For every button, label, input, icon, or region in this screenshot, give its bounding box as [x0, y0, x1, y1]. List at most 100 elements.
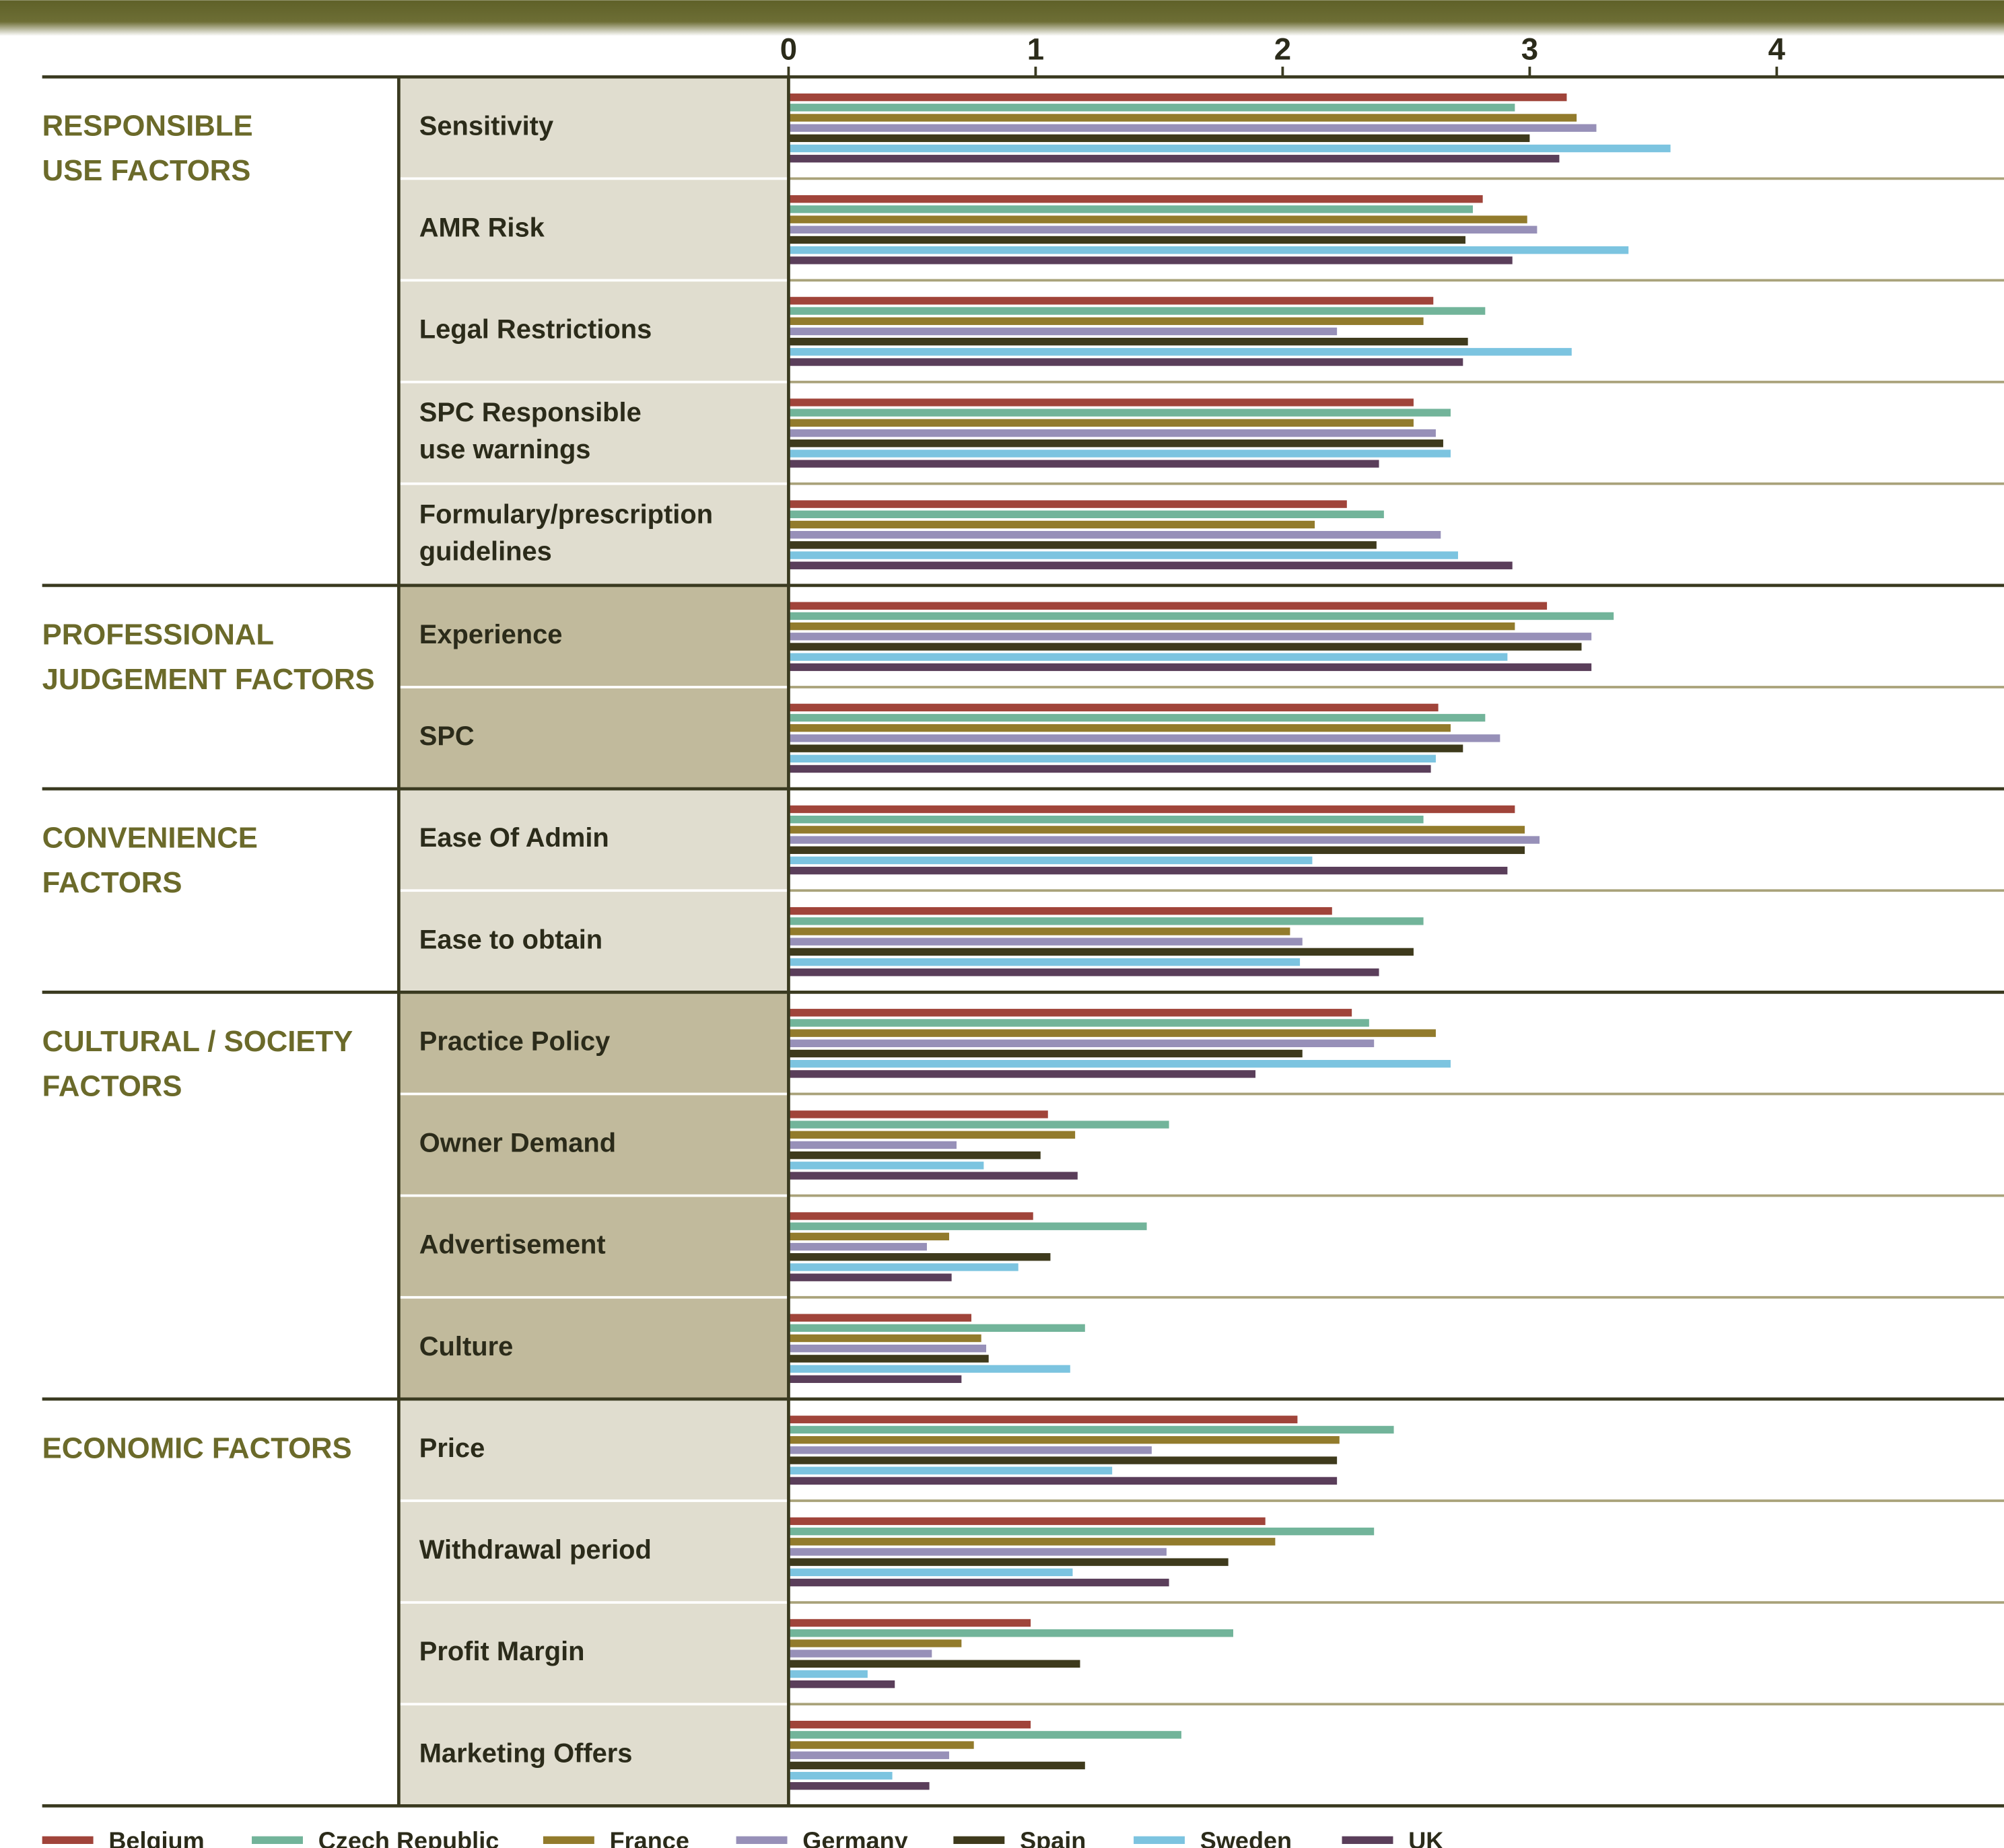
- bar: [788, 968, 1379, 976]
- bar: [788, 337, 1468, 346]
- category-label: guidelines: [419, 536, 552, 566]
- category-label: Ease to obtain: [419, 925, 602, 954]
- group-label: RESPONSIBLE: [42, 110, 253, 143]
- bar: [788, 1222, 1147, 1230]
- bar: [788, 215, 1527, 223]
- legend-label: Spain: [1020, 1827, 1086, 1848]
- bar: [788, 1670, 868, 1678]
- bar: [788, 907, 1332, 915]
- bar: [788, 1141, 957, 1149]
- bar: [788, 1365, 1070, 1373]
- bar: [788, 1172, 1078, 1180]
- legend-label: Czech Republic: [318, 1827, 499, 1848]
- bar: [788, 724, 1451, 732]
- bar: [788, 1639, 962, 1647]
- bar: [788, 826, 1525, 834]
- bar: [788, 713, 1486, 722]
- bar: [788, 1019, 1369, 1027]
- bar: [788, 541, 1377, 549]
- bar: [788, 653, 1508, 661]
- bar: [788, 1039, 1375, 1048]
- bar: [788, 419, 1414, 427]
- bar: [788, 1731, 1181, 1739]
- bar: [788, 1324, 1085, 1332]
- category-label: Sensitivity: [419, 111, 553, 141]
- bar: [788, 1242, 927, 1251]
- bar: [788, 622, 1515, 631]
- bar: [788, 1751, 949, 1759]
- bar: [788, 205, 1473, 213]
- legend-swatch: [1134, 1836, 1185, 1844]
- bar: [788, 225, 1537, 234]
- bar: [788, 948, 1414, 956]
- legend-swatch: [1342, 1836, 1393, 1844]
- bar: [788, 1070, 1256, 1078]
- bar: [788, 429, 1436, 437]
- x-tick-label: 4: [1768, 32, 1786, 66]
- bar: [788, 327, 1338, 336]
- bar: [788, 155, 1560, 163]
- category-label: use warnings: [419, 435, 591, 464]
- bar: [788, 917, 1424, 925]
- bar: [788, 317, 1424, 325]
- bar: [788, 297, 1434, 305]
- bar: [788, 144, 1671, 153]
- category-label: Ease Of Admin: [419, 823, 609, 853]
- bar: [788, 358, 1463, 366]
- bar: [788, 1771, 893, 1780]
- legend-swatch: [543, 1836, 594, 1844]
- bar: [788, 1212, 1033, 1220]
- bar: [788, 927, 1290, 935]
- bar: [788, 1355, 989, 1363]
- bar: [788, 510, 1384, 519]
- bar: [788, 1568, 1073, 1577]
- bar: [788, 93, 1567, 102]
- bar: [788, 1131, 1076, 1139]
- x-tick-label: 3: [1521, 32, 1538, 66]
- bar: [788, 937, 1303, 946]
- bar: [788, 408, 1451, 417]
- bar: [788, 744, 1463, 752]
- bar: [788, 612, 1614, 620]
- bar: [788, 195, 1483, 203]
- bar: [788, 1456, 1338, 1464]
- bar: [788, 500, 1347, 508]
- category-label: Marketing Offers: [419, 1738, 633, 1768]
- group-label: CULTURAL / SOCIETY: [42, 1025, 353, 1058]
- bar: [788, 1548, 1167, 1556]
- category-label: Experience: [419, 620, 563, 649]
- bar: [788, 256, 1513, 264]
- bar: [788, 1345, 987, 1353]
- category-label: Owner Demand: [419, 1129, 616, 1158]
- x-tick-label: 1: [1027, 32, 1044, 66]
- category-label: SPC Responsible: [419, 398, 642, 427]
- category-label: Culture: [419, 1332, 514, 1361]
- bar: [788, 124, 1597, 132]
- bar: [788, 602, 1548, 610]
- x-tick-label: 0: [780, 32, 797, 66]
- bar: [788, 104, 1515, 112]
- bar: [788, 307, 1486, 315]
- bar: [788, 1619, 1031, 1627]
- bar: [788, 1782, 930, 1790]
- legend-swatch: [42, 1836, 94, 1844]
- bar: [788, 805, 1515, 814]
- category-label: Formulary/prescription: [419, 499, 713, 529]
- legend-swatch: [252, 1836, 303, 1844]
- bar: [788, 246, 1629, 254]
- bar: [788, 1538, 1276, 1546]
- bar: [788, 1334, 981, 1343]
- bar: [788, 1649, 932, 1658]
- bar: [788, 1253, 1051, 1261]
- category-label: SPC: [419, 721, 475, 751]
- bar: [788, 236, 1465, 244]
- category-label: AMR Risk: [419, 213, 545, 242]
- bar: [788, 1660, 1080, 1668]
- group-label: CONVENIENCE: [42, 822, 258, 855]
- bar: [788, 846, 1525, 854]
- group-label: FACTORS: [42, 866, 182, 899]
- group-label: JUDGEMENT FACTORS: [42, 663, 375, 696]
- label-column-bg: [399, 77, 789, 585]
- bar: [788, 836, 1540, 844]
